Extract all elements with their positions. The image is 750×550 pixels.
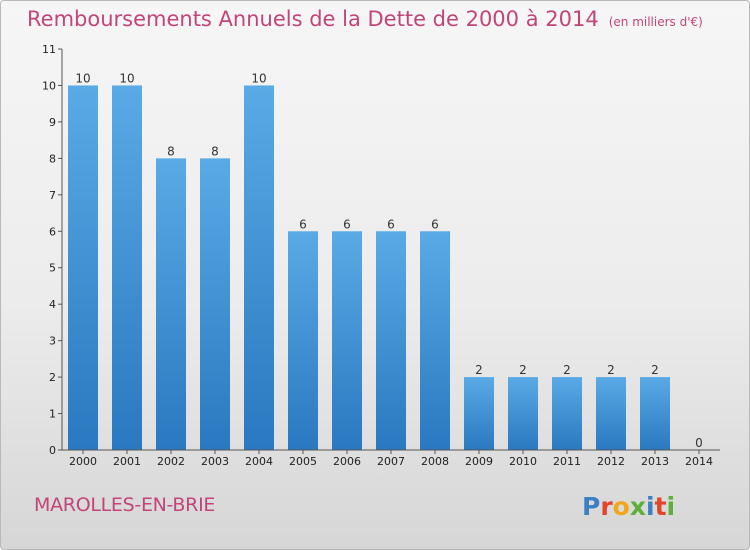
data-label-2014: 0 [695,436,703,450]
location-name: MAROLLES-EN-BRIE [34,494,216,516]
proxiti-logo: Proxiti [582,492,675,521]
data-label-2000: 10 [75,71,90,85]
bar-2009 [464,377,494,450]
data-label-2013: 2 [651,363,659,377]
bar-2008 [420,231,450,450]
x-tick-label-2010: 2010 [509,455,537,468]
data-label-2008: 6 [431,217,439,231]
x-tick-label-2004: 2004 [245,455,273,468]
data-label-2009: 2 [475,363,483,377]
bar-2004 [244,85,274,451]
y-tick-label: 8 [49,152,56,165]
bar-2006 [332,231,362,450]
data-label-2006: 6 [343,217,351,231]
bar-2005 [288,231,318,450]
bar-2011 [552,377,582,450]
x-tick-label-2011: 2011 [553,455,581,468]
data-label-2005: 6 [299,217,307,231]
x-tick-label-2001: 2001 [113,455,141,468]
chart-title: Remboursements Annuels de la Dette de 20… [27,7,703,31]
y-tick-label: 0 [49,444,56,457]
bar-2012 [596,377,626,450]
bar-2001 [112,85,142,451]
x-tick-label-2009: 2009 [465,455,493,468]
x-tick-label-2008: 2008 [421,455,449,468]
bar-2002 [156,158,186,450]
x-tick-label-2007: 2007 [377,455,405,468]
data-label-2010: 2 [519,363,527,377]
svg-text:Proxiti: Proxiti [582,492,675,521]
x-tick-label-2006: 2006 [333,455,361,468]
data-label-2011: 2 [563,363,571,377]
x-tick-label-2005: 2005 [289,455,317,468]
x-tick-label-2000: 2000 [69,455,97,468]
x-tick-label-2013: 2013 [641,455,669,468]
y-tick-label: 7 [49,189,56,202]
y-tick-label: 6 [49,225,56,238]
data-label-2012: 2 [607,363,615,377]
y-tick-label: 11 [42,43,56,56]
bar-2003 [200,158,230,450]
x-tick-label-2002: 2002 [157,455,185,468]
y-tick-label: 9 [49,116,56,129]
y-tick-label: 3 [49,335,56,348]
data-label-2003: 8 [211,144,219,158]
data-label-2002: 8 [167,144,175,158]
chart-unit: (en milliers d'€) [608,15,703,29]
bar-2013 [640,377,670,450]
y-tick-label: 2 [49,371,56,384]
x-tick-label-2014: 2014 [685,455,713,468]
x-tick-label-2012: 2012 [597,455,625,468]
y-tick-label: 1 [49,408,56,421]
y-tick-label: 10 [42,79,56,92]
data-label-2001: 10 [119,71,134,85]
y-tick-label: 5 [49,262,56,275]
bar-2010 [508,377,538,450]
bar-2007 [376,231,406,450]
data-label-2004: 10 [251,71,266,85]
x-tick-label-2003: 2003 [201,455,229,468]
data-label-2007: 6 [387,217,395,231]
bar-2000 [68,85,98,451]
y-tick-label: 4 [49,298,56,311]
